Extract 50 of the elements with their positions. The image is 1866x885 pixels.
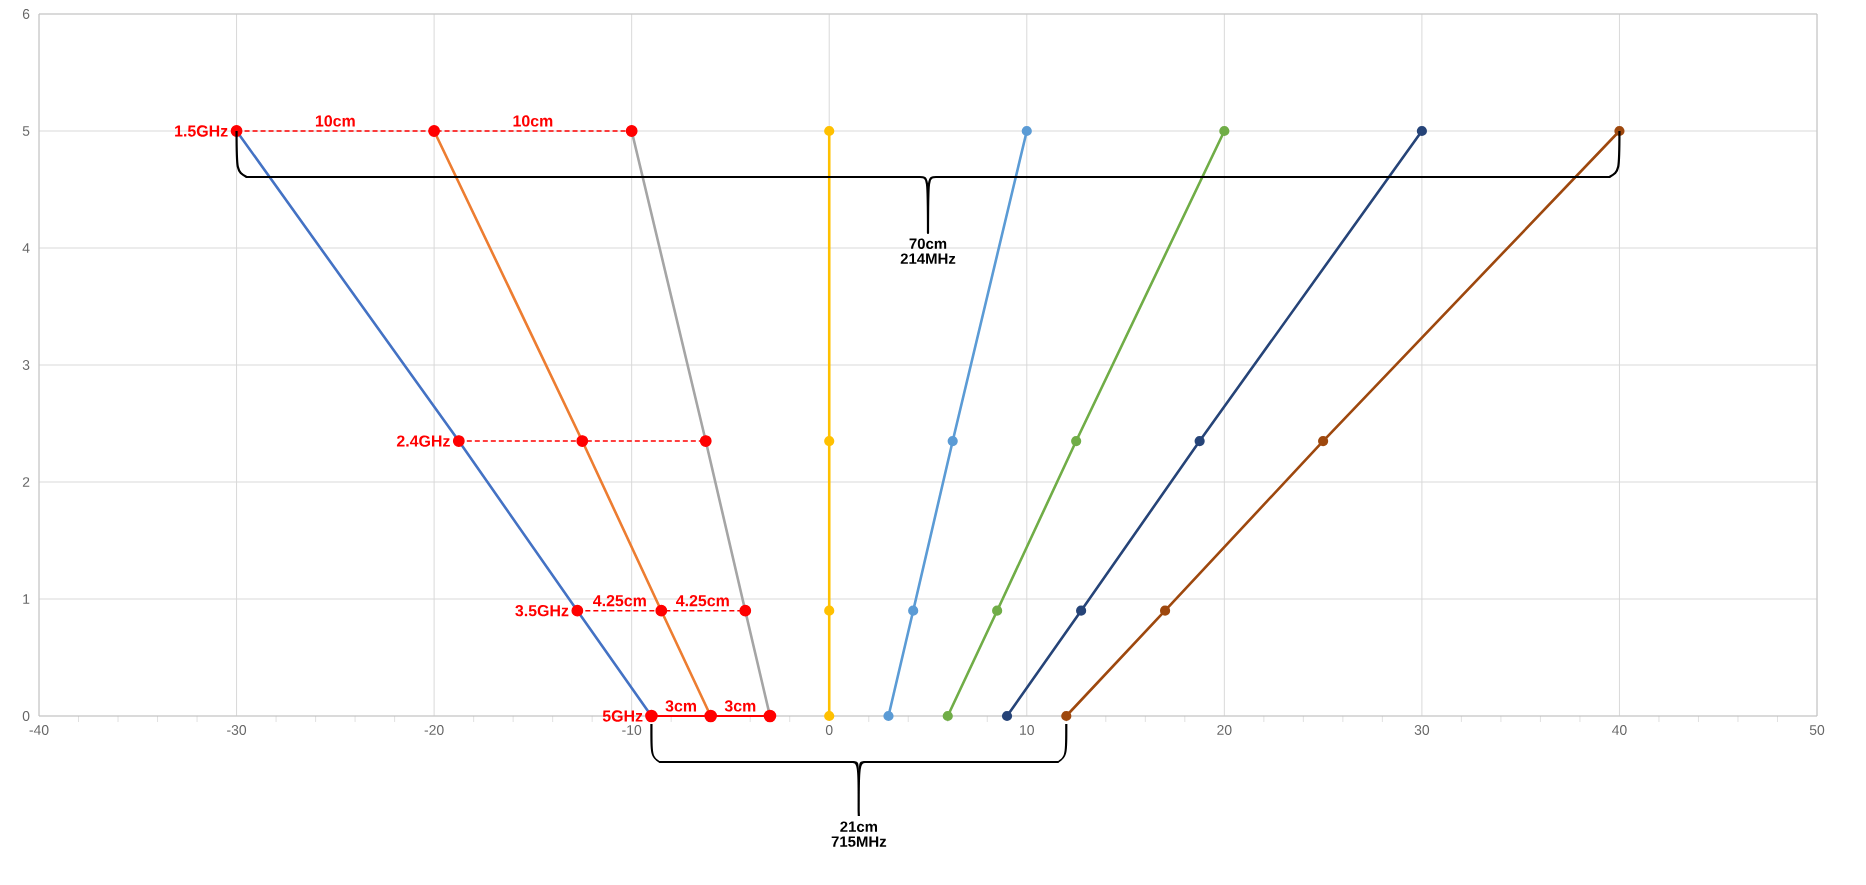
x-tick-label: 50 bbox=[1809, 725, 1825, 735]
annotation: 4.25cm bbox=[593, 595, 646, 607]
point bbox=[942, 710, 953, 722]
point bbox=[883, 710, 894, 722]
point bbox=[1076, 605, 1087, 616]
x-tick-label: -20 bbox=[424, 725, 444, 735]
point bbox=[1318, 435, 1329, 447]
x-tick-label: -40 bbox=[29, 725, 49, 735]
point bbox=[1001, 710, 1013, 722]
y-tick-label: 6 bbox=[22, 9, 30, 19]
point bbox=[992, 605, 1003, 616]
text: 715MHz bbox=[831, 836, 887, 847]
x-tick-label: -10 bbox=[622, 725, 642, 735]
y-tick-label: 5 bbox=[22, 126, 30, 136]
point bbox=[824, 125, 835, 137]
point bbox=[1219, 125, 1230, 137]
y-tick-label: 3 bbox=[22, 360, 30, 370]
point bbox=[1071, 435, 1082, 447]
annotation: 3cm bbox=[724, 700, 756, 712]
y-tick-label: 0 bbox=[22, 711, 30, 721]
annotation: 70cm bbox=[909, 238, 947, 249]
y-tick-label: 4 bbox=[22, 243, 30, 253]
annotation: 2.4GHz bbox=[396, 435, 450, 447]
point bbox=[947, 435, 958, 447]
annotation: 1.5GHz bbox=[175, 125, 228, 137]
annotation: 10cm bbox=[315, 115, 355, 127]
point bbox=[1159, 605, 1171, 616]
point bbox=[908, 605, 919, 616]
text: 21cm bbox=[840, 821, 878, 832]
y-tick-label: 1 bbox=[23, 594, 30, 604]
annotation: 4.25cm bbox=[676, 595, 729, 607]
point bbox=[824, 435, 835, 447]
point bbox=[1021, 125, 1032, 137]
annotation: 3.5GHz bbox=[515, 605, 569, 617]
x-tick-label: 20 bbox=[1217, 725, 1232, 735]
point bbox=[1061, 710, 1072, 722]
annotation: 214MHz bbox=[900, 253, 956, 264]
x-tick-label: 30 bbox=[1414, 725, 1430, 735]
annotation: 5GHz bbox=[602, 710, 643, 722]
annotation: 3cm bbox=[665, 700, 697, 712]
x-tick-label: -30 bbox=[227, 725, 247, 735]
x-tick-label: 0 bbox=[825, 725, 833, 735]
point bbox=[824, 605, 835, 616]
x-tick-label: 40 bbox=[1612, 725, 1627, 735]
point bbox=[1194, 435, 1205, 447]
annotation: 10cm bbox=[513, 115, 553, 127]
point bbox=[824, 710, 835, 722]
point bbox=[1416, 125, 1427, 137]
y-tick-label: 2 bbox=[22, 477, 30, 487]
x-tick-label: 10 bbox=[1020, 725, 1034, 735]
